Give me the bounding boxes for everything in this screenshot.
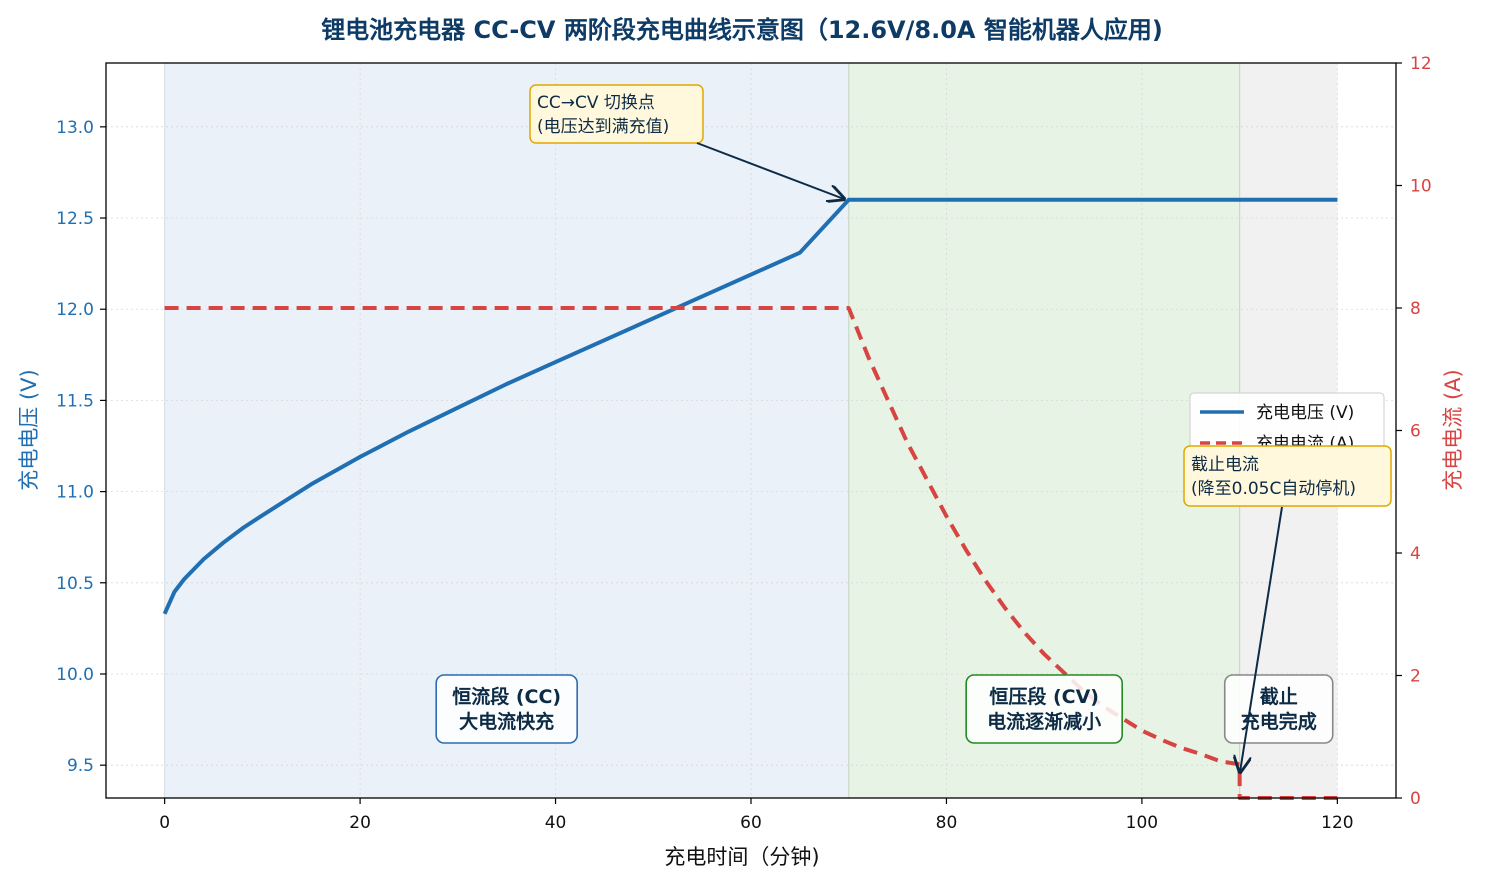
annotation-cc-cv-line2: (电压达到满充值) [537, 117, 669, 137]
y-right-tick-label-5: 10 [1410, 177, 1432, 197]
phase-label-box-1 [965, 674, 1123, 744]
y-right-tick-label-4: 8 [1410, 299, 1421, 319]
y-left-tick-label-2: 10.5 [56, 574, 94, 594]
annotation-cutoff-line2: (降至0.05C自动停机) [1191, 479, 1356, 499]
annotation-cutoff-line1: 截止电流 [1191, 455, 1259, 475]
x-tick-label-4: 80 [936, 813, 958, 833]
y-left-tick-label-5: 12.0 [56, 300, 94, 320]
phase-label-line1-1: 恒压段 (CV) [989, 685, 1099, 708]
series-line-current [164, 306, 1338, 800]
y-right-tick-label-3: 6 [1410, 422, 1421, 442]
phase-label-line2-2: 充电完成 [1241, 710, 1317, 733]
phase-label-0: 恒流段 (CC)大电流快充 [435, 674, 578, 744]
series-line-voltage [162, 197, 1338, 615]
x-tick-label-1: 20 [349, 813, 371, 833]
x-axis-label: 充电时间（分钟) [664, 845, 819, 869]
chart-title: 锂电池充电器 CC-CV 两阶段充电曲线示意图（12.6V/8.0A 智能机器人… [321, 16, 1163, 44]
x-tick-label-0: 0 [159, 813, 170, 833]
y-right-tick-label-6: 12 [1410, 54, 1432, 74]
phase-label-line2-1: 电流逐渐减小 [987, 710, 1101, 733]
y-right-tick-label-0: 0 [1410, 789, 1421, 809]
y-left-tick-label-3: 11.0 [56, 483, 94, 503]
y-left-tick-label-0: 9.5 [67, 756, 94, 776]
x-tick-label-2: 40 [545, 813, 567, 833]
y-left-axis-label: 充电电压 (V) [17, 369, 41, 490]
phase-label-line1-2: 截止 [1260, 685, 1298, 708]
y-left-tick-label-7: 13.0 [56, 118, 94, 138]
x-tick-label-5: 100 [1126, 813, 1158, 833]
x-tick-label-3: 60 [740, 813, 762, 833]
phase-label-line2-0: 大电流快充 [459, 710, 554, 733]
annotation-cc-cv-switch: CC→CV 切换点 (电压达到满充值) [529, 84, 844, 199]
x-tick-label-6: 120 [1321, 813, 1353, 833]
y-left-tick-label-1: 10.0 [56, 665, 94, 685]
y-left-tick-label-4: 11.5 [56, 391, 94, 411]
phase-label-box-0 [435, 674, 578, 744]
annotation-cc-cv-arrow [696, 142, 844, 199]
y-right-axis-label: 充电电流 (A) [1441, 369, 1465, 490]
y-left-tick-label-6: 12.5 [56, 209, 94, 229]
annotation-cc-cv-line1: CC→CV 切换点 [537, 93, 655, 113]
phase-label-1: 恒压段 (CV)电流逐渐减小 [965, 674, 1123, 744]
annotation-cutoff-arrow [1240, 506, 1283, 772]
legend: 充电电压 (V) 充电电流 (A) [1189, 392, 1385, 456]
y-right-tick-label-1: 2 [1410, 667, 1421, 687]
legend-voltage-label: 充电电压 (V) [1256, 403, 1354, 423]
phase-label-line1-0: 恒流段 (CC) [452, 685, 561, 708]
annotation-cutoff-current: 截止电流 (降至0.05C自动停机) [1183, 445, 1392, 772]
y-right-tick-label-2: 4 [1410, 544, 1421, 564]
